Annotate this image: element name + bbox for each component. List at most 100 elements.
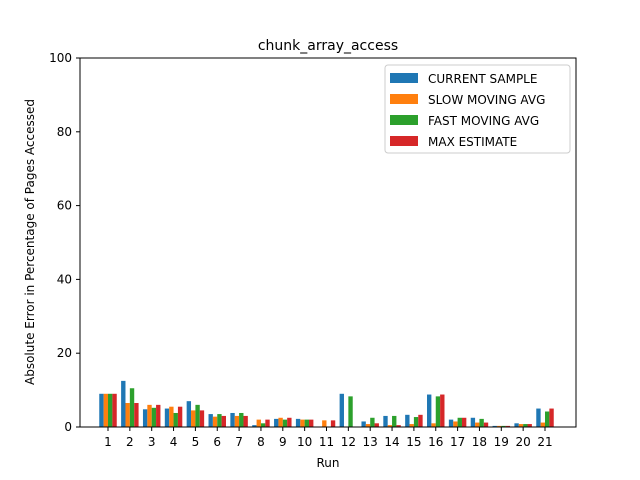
bar-3-run-21 [545, 411, 550, 427]
bar-1-run-9 [274, 418, 279, 427]
bar-2-run-9 [278, 417, 283, 427]
bar-2-run-20 [518, 424, 524, 427]
bar-4-run-8 [265, 419, 270, 427]
bar-4-run-4 [177, 406, 183, 427]
chart-title: chunk_array_access [258, 38, 398, 54]
bar-1-run-1 [99, 393, 104, 427]
bar-2-run-19 [496, 425, 502, 427]
bar-4-run-21 [549, 408, 554, 427]
bar-4-run-13 [374, 423, 379, 427]
bar-4-run-15 [418, 414, 423, 427]
bar-1-run-19 [492, 425, 497, 427]
x-tick-label: 6 [213, 435, 221, 449]
x-tick-label: 5 [192, 435, 200, 449]
legend-label: SLOW MOVING AVG [428, 93, 545, 107]
legend-swatch [390, 73, 418, 83]
x-tick-label: 12 [341, 435, 356, 449]
bar-4-run-2 [134, 403, 139, 427]
bar-2-run-7 [234, 415, 240, 427]
y-tick-label: 60 [57, 199, 72, 213]
bar-2-run-4 [169, 406, 174, 427]
bar-4-run-14 [396, 425, 401, 427]
bar-3-run-1 [108, 393, 113, 427]
bar-3-run-6 [217, 414, 222, 427]
bar-3-run-20 [523, 424, 528, 427]
x-tick-label: 8 [257, 435, 265, 449]
legend: CURRENT SAMPLE SLOW MOVING AVG FAST MOVING… [384, 64, 571, 154]
x-tick-label: 3 [148, 435, 156, 449]
bar-1-run-17 [448, 419, 454, 427]
bar-2-run-3 [147, 404, 152, 427]
x-axis-label: Run [316, 456, 339, 470]
bar-4-run-10 [309, 419, 314, 427]
x-tick-label: 19 [494, 435, 509, 449]
bar-2-run-2 [125, 403, 130, 427]
bar-3-run-10 [304, 419, 310, 427]
bar-3-run-19 [501, 425, 506, 427]
x-tick-label: 18 [472, 435, 487, 449]
bar-3-run-12 [348, 396, 353, 427]
bar-3-run-18 [479, 418, 484, 427]
legend-label: MAX ESTIMATE [428, 135, 517, 149]
bar-4-run-19 [505, 425, 511, 427]
bar-4-run-16 [440, 394, 445, 427]
bar-1-run-2 [121, 380, 126, 428]
bar-4-run-3 [156, 404, 161, 427]
x-tick-label: 11 [319, 435, 334, 449]
bar-3-run-7 [239, 412, 244, 427]
bar-2-run-10 [300, 419, 305, 427]
bar-1-run-6 [208, 414, 213, 427]
legend-swatch [390, 115, 418, 125]
bars-layer [99, 380, 554, 428]
bar-2-run-6 [212, 416, 218, 427]
bar-3-run-16 [435, 396, 441, 427]
bar-1-run-5 [186, 401, 192, 427]
bar-2-run-16 [431, 423, 436, 427]
x-tick-label: 13 [363, 435, 378, 449]
y-tick-label: 40 [57, 272, 72, 286]
bar-1-run-18 [470, 417, 476, 427]
bar-4-run-7 [243, 415, 248, 427]
bar-2-run-5 [191, 410, 196, 427]
x-tick-label: 17 [450, 435, 465, 449]
x-tick-label: 2 [126, 435, 134, 449]
y-tick-label: 80 [57, 125, 72, 139]
x-tick-label: 15 [406, 435, 421, 449]
bar-1-run-14 [383, 415, 388, 427]
bar-1-run-15 [405, 414, 410, 427]
legend-label: FAST MOVING AVG [428, 114, 539, 128]
x-tick-label: 1 [104, 435, 112, 449]
bar-2-run-17 [453, 421, 458, 427]
bar-3-run-2 [129, 388, 135, 427]
bar-3-run-8 [260, 423, 266, 427]
bar-4-run-11 [330, 420, 336, 427]
x-tick-label: 16 [428, 435, 443, 449]
bar-3-run-5 [195, 404, 200, 427]
x-tick-label: 7 [235, 435, 243, 449]
bar-2-run-14 [387, 425, 393, 427]
bar-1-run-10 [295, 418, 301, 427]
bar-1-run-21 [536, 408, 541, 427]
bar-4-run-5 [199, 410, 205, 427]
bar-3-run-4 [173, 412, 178, 427]
bar-3-run-17 [457, 417, 462, 427]
bar-4-run-9 [287, 417, 292, 427]
legend-label: CURRENT SAMPLE [428, 72, 537, 86]
bar-2-run-15 [409, 424, 414, 427]
bar-1-run-3 [142, 409, 148, 427]
x-tick-label: 4 [170, 435, 178, 449]
bar-2-run-18 [475, 422, 480, 427]
bar-4-run-17 [461, 417, 467, 427]
y-axis-label: Absolute Error in Percentage of Pages Ac… [23, 99, 37, 385]
bar-3-run-15 [413, 417, 419, 427]
y-tick-label: 0 [64, 420, 72, 434]
bar-1-run-16 [427, 394, 432, 427]
bar-1-run-8 [252, 425, 257, 427]
x-tick-label: 21 [537, 435, 552, 449]
bar-2-run-21 [540, 422, 545, 427]
legend-box [384, 64, 571, 154]
bar-2-run-1 [103, 393, 108, 427]
